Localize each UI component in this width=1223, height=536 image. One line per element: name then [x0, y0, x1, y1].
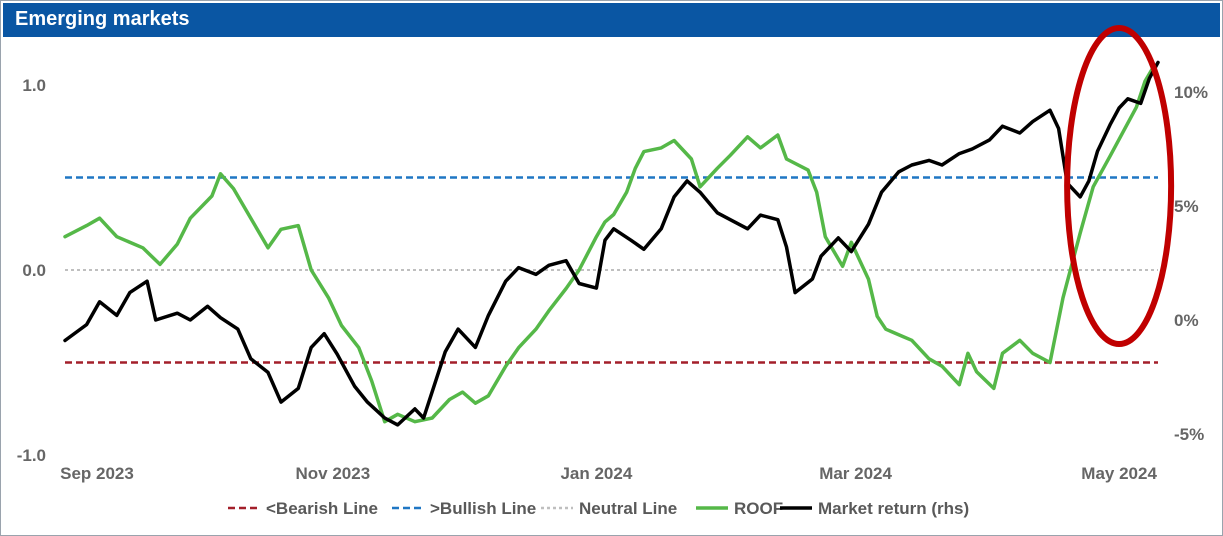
- left-tick-label: 0.0: [22, 261, 46, 280]
- right-tick-label: 10%: [1174, 83, 1208, 102]
- reference-lines: [65, 176, 1158, 364]
- right-tick-label: 5%: [1174, 197, 1199, 216]
- x-axis: Sep 2023 Nov 2023 Jan 2024 Mar 2024 May 2024: [60, 464, 1157, 483]
- chart-title: Emerging markets: [15, 8, 190, 30]
- x-tick-label: May 2024: [1081, 464, 1157, 483]
- series-line-1: [63, 60, 1160, 427]
- highlight-ellipse: [1064, 25, 1175, 347]
- right-tick-label: -5%: [1174, 425, 1204, 444]
- right-y-axis: 10% 5% 0% -5%: [1174, 83, 1208, 444]
- title-bar: Emerging markets: [3, 3, 1220, 37]
- legend-label: >Bullish Line: [430, 499, 536, 518]
- chart-legend: <Bearish Line >Bullish Line Neutral Line RO…: [228, 499, 969, 518]
- x-tick-label: Jan 2024: [560, 464, 632, 483]
- series-lines: [63, 60, 1160, 427]
- legend-label: ROOF: [734, 499, 783, 518]
- left-tick-label: -1.0: [17, 446, 46, 465]
- legend-label: <Bearish Line: [266, 499, 378, 518]
- highlight-annotation: [1064, 25, 1175, 347]
- left-y-axis: 1.0 0.0 -1.0: [17, 76, 46, 465]
- x-tick-label: Sep 2023: [60, 464, 134, 483]
- right-tick-label: 0%: [1174, 311, 1199, 330]
- legend-label: Neutral Line: [579, 499, 677, 518]
- series-line-0: [63, 64, 1156, 424]
- legend-label: Market return (rhs): [818, 499, 969, 518]
- x-tick-label: Mar 2024: [819, 464, 892, 483]
- x-tick-label: Nov 2023: [296, 464, 371, 483]
- left-tick-label: 1.0: [22, 76, 46, 95]
